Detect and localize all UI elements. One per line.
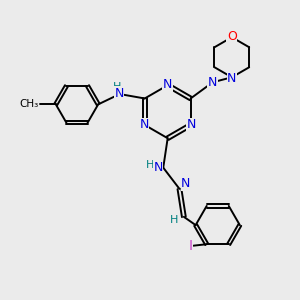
Text: H: H [146, 160, 154, 170]
Text: H: H [170, 215, 178, 225]
Text: I: I [188, 239, 193, 253]
Text: N: N [181, 177, 190, 190]
Text: N: N [208, 76, 218, 89]
Text: N: N [153, 160, 163, 174]
Text: N: N [187, 118, 196, 131]
Text: H: H [113, 82, 122, 92]
Text: N: N [140, 118, 149, 131]
Text: CH₃: CH₃ [19, 99, 38, 110]
Text: O: O [227, 30, 237, 43]
Text: N: N [227, 72, 236, 85]
Text: N: N [114, 87, 124, 100]
Text: N: N [163, 78, 172, 91]
